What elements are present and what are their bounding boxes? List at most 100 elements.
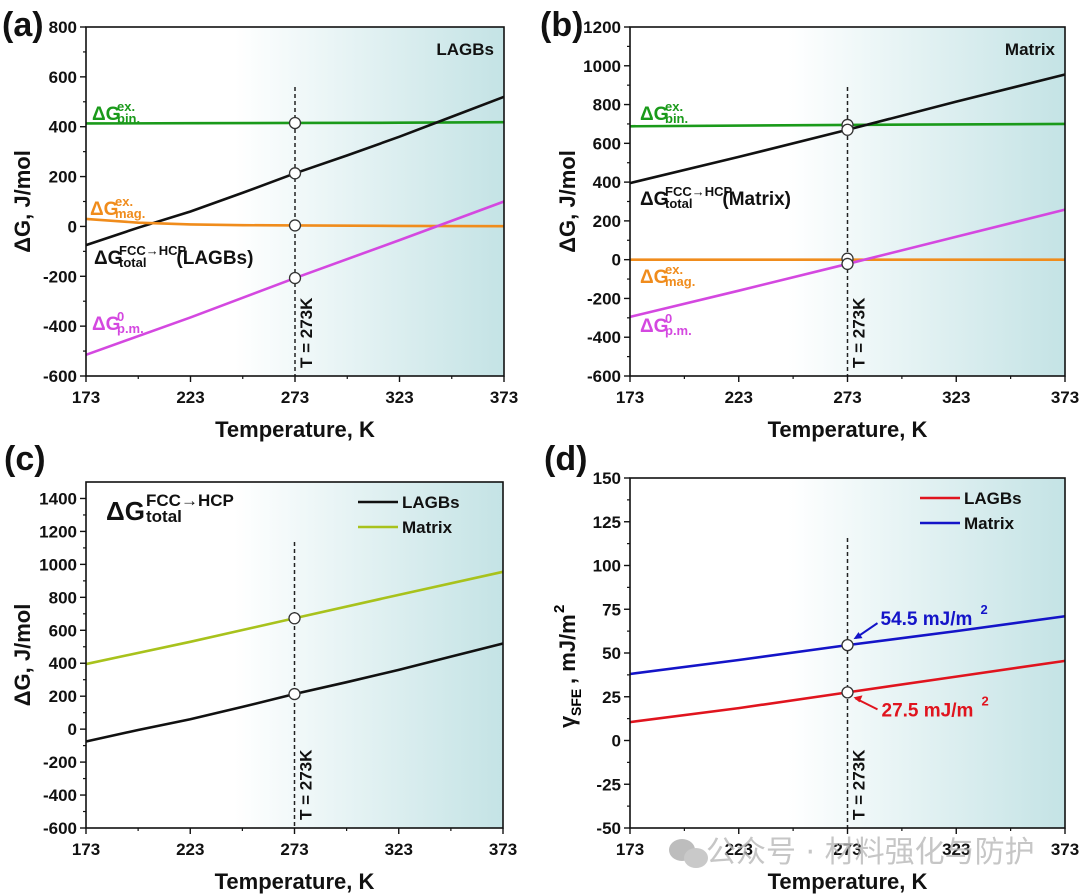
data-marker	[841, 123, 854, 136]
ylabel-main: γ	[555, 715, 580, 728]
x-tick-label: 323	[385, 840, 413, 859]
label-main: ΔG	[640, 316, 668, 337]
series-line--g-mag-ex-	[85, 217, 505, 228]
label-main: ΔG	[640, 104, 668, 125]
y-tick-label: 1000	[39, 555, 77, 574]
label-sup: FCC→HCP	[119, 243, 186, 258]
label-sub: total	[665, 196, 692, 211]
ylabel-sub: SFE	[568, 689, 584, 716]
label-suffix: (Matrix)	[722, 189, 791, 210]
y-tick-label: -25	[596, 775, 621, 794]
title-sub: total	[146, 507, 182, 526]
shaded-region	[787, 478, 1065, 828]
y-tick-label: 1200	[583, 18, 621, 37]
y-tick-label: 0	[68, 217, 77, 236]
legend-label: Matrix	[402, 518, 453, 537]
shaded-region	[787, 27, 1065, 376]
panel-label: (b)	[540, 6, 583, 44]
panel-d: (d) T = 273K LAGBs Matrix 54.5 mJ/m 2 27.5 mJ/…	[544, 440, 1079, 894]
y-tick-label: 75	[602, 600, 621, 619]
x-tick-label: 273	[280, 840, 308, 859]
y-tick-label: -200	[43, 267, 77, 286]
y-tick-label: 100	[593, 557, 621, 576]
y-tick-label: -600	[43, 367, 77, 386]
data-marker	[288, 167, 302, 180]
panel-title: LAGBs	[436, 40, 494, 59]
label-sub: p.m.	[665, 323, 692, 338]
x-tick-label: 373	[489, 840, 517, 859]
x-tick-label: 273	[833, 840, 861, 859]
y-tick-label: 0	[612, 251, 621, 270]
legend-label: Matrix	[964, 514, 1015, 533]
y-tick-label: 400	[49, 654, 77, 673]
data-marker	[841, 638, 854, 652]
annotation-text: 54.5 mJ/m	[881, 609, 973, 630]
y-tick-label: -400	[587, 328, 621, 347]
watermark: 公众号 · 材料强化与防护	[669, 835, 1035, 870]
x-axis-label: Temperature, K	[768, 869, 928, 894]
panel-label: (a)	[2, 6, 44, 44]
x-tick-label: 173	[616, 388, 644, 407]
shaded-region	[234, 482, 503, 828]
reference-line-label: T = 273K	[297, 749, 316, 820]
x-tick-label: 173	[616, 840, 644, 859]
label-main: ΔG	[94, 248, 122, 269]
arrow-head	[853, 632, 863, 640]
label-sup: ex.	[117, 99, 135, 114]
y-tick-label: -200	[587, 289, 621, 308]
y-tick-label: -600	[587, 367, 621, 386]
y-tick-label: 200	[49, 168, 77, 187]
x-tick-label: 223	[176, 388, 204, 407]
label-sup: ex.	[115, 194, 133, 209]
title-main: ΔG	[106, 496, 145, 526]
y-tick-label: -600	[43, 819, 77, 838]
x-tick-label: 323	[385, 388, 413, 407]
label-sub: bin.	[117, 111, 140, 126]
x-axis-label: Temperature, K	[215, 417, 375, 442]
x-tick-label: 373	[490, 388, 518, 407]
label-sup: FCC→HCP	[665, 184, 732, 199]
y-tick-label: -50	[596, 819, 621, 838]
annotation-sup: 2	[982, 693, 989, 708]
panel-title: Matrix	[1005, 40, 1056, 59]
y-tick-label: 0	[68, 720, 77, 739]
label-sub: mag.	[115, 206, 145, 221]
x-tick-label: 373	[1051, 840, 1079, 859]
data-marker	[288, 612, 301, 625]
reference-line-label: T = 273K	[850, 297, 869, 368]
data-marker	[288, 219, 302, 232]
x-tick-label: 323	[942, 840, 970, 859]
x-tick-label: 173	[72, 388, 100, 407]
y-tick-label: 200	[593, 212, 621, 231]
label-main: ΔG	[640, 189, 668, 210]
y-tick-label: 400	[49, 118, 77, 137]
x-tick-label: 273	[833, 388, 861, 407]
y-tick-label: 1000	[583, 57, 621, 76]
y-tick-label: 150	[593, 469, 621, 488]
panel-label: (c)	[4, 440, 46, 478]
x-axis-label: Temperature, K	[215, 869, 375, 894]
data-marker	[288, 271, 302, 285]
x-tick-label: 173	[72, 840, 100, 859]
data-marker	[841, 257, 854, 271]
y-tick-label: -200	[43, 753, 77, 772]
y-axis-label: ΔG, J/mol	[10, 150, 35, 253]
y-tick-label: 600	[49, 68, 77, 87]
label-sup: 0	[117, 309, 124, 324]
label-sub: p.m.	[117, 321, 144, 336]
x-tick-label: 223	[725, 388, 753, 407]
x-tick-label: 273	[281, 388, 309, 407]
y-tick-label: 600	[49, 621, 77, 640]
ylabel-rest: , mJ/m	[555, 614, 580, 684]
watermark-text: 公众号 · 材料强化与防护	[706, 835, 1035, 870]
